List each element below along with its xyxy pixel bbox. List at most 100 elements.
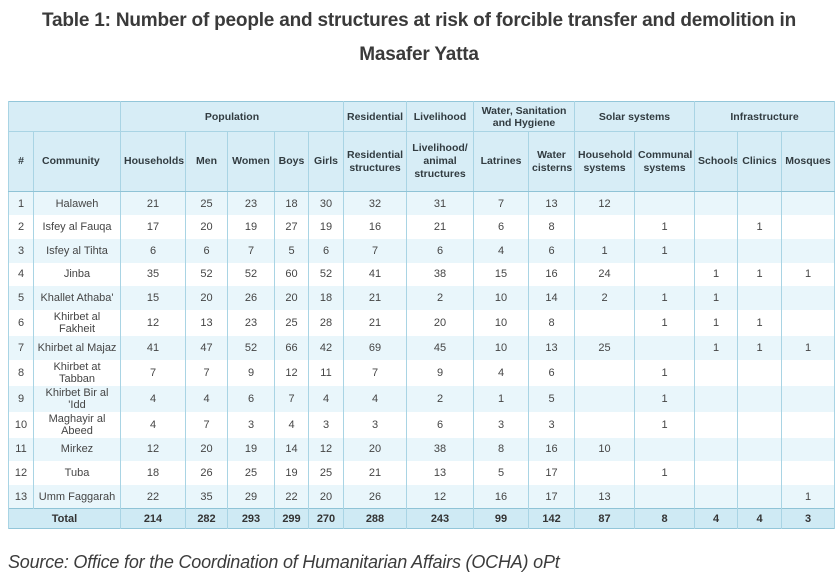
value-cell: 6 [120, 238, 186, 263]
value-cell: 20 [406, 309, 474, 336]
value-cell: 13 [185, 309, 228, 336]
value-cell: 13 [527, 191, 576, 216]
value-cell [694, 191, 739, 216]
value-cell: 4 [120, 411, 186, 438]
table-row: 13 Umm Faggarah 22 35 29 22 20 26 12 16 17 13 1 [8, 485, 836, 509]
row-number-cell: 10 [8, 411, 34, 438]
value-cell: 6 [527, 359, 576, 386]
value-cell: 25 [185, 191, 228, 216]
table-header: Population Residential Livelihood Water, Sa… [8, 101, 836, 192]
value-cell [781, 286, 836, 310]
value-cell [694, 385, 739, 412]
value-cell: 1 [634, 309, 696, 336]
value-cell [781, 437, 836, 462]
value-cell [737, 238, 783, 263]
value-cell: 6 [227, 385, 275, 412]
value-cell: 10 [473, 309, 529, 336]
value-cell: 52 [185, 262, 228, 287]
value-cell: 16 [527, 437, 576, 462]
column-header-cell: Households [120, 131, 186, 192]
value-cell: 7 [274, 385, 309, 412]
page: Table 1: Number of people and structures… [0, 4, 838, 587]
value-cell: 9 [406, 359, 474, 386]
table-row: 12 Tuba 18 26 25 19 25 21 13 5 17 1 [8, 461, 836, 485]
total-value-cell: 99 [473, 508, 529, 529]
value-cell: 3 [227, 411, 275, 438]
community-cell: Umm Faggarah [33, 485, 121, 509]
value-cell [737, 437, 783, 462]
value-cell: 7 [185, 411, 228, 438]
table-footer: Total 214 282 293 299 270 288 243 99 142 87 8 4 4 3 [8, 508, 836, 529]
value-cell: 10 [473, 335, 529, 360]
total-row: Total 214 282 293 299 270 288 243 99 142 87 8 4 4 3 [8, 508, 836, 529]
column-header-cell: Residential structures [343, 131, 407, 192]
value-cell: 3 [343, 411, 407, 438]
value-cell [781, 385, 836, 412]
table-row: 9 Khirbet Bir al 'Idd 4 4 6 7 4 4 2 1 5 1 [8, 385, 836, 412]
column-header-cell: Community [33, 131, 121, 192]
value-cell: 12 [274, 359, 309, 386]
value-cell: 19 [274, 461, 309, 485]
value-cell: 45 [406, 335, 474, 360]
column-header-cell: Men [185, 131, 228, 192]
value-cell: 24 [574, 262, 636, 287]
total-value-cell: 282 [185, 508, 228, 529]
column-header-cell: Livelihood/ animal structures [406, 131, 474, 192]
column-header-cell: Clinics [737, 131, 783, 192]
value-cell: 38 [406, 437, 474, 462]
value-cell: 2 [574, 286, 636, 310]
value-cell [634, 262, 696, 287]
value-cell [694, 411, 739, 438]
value-cell: 22 [274, 485, 309, 509]
value-cell: 4 [185, 385, 228, 412]
value-cell [737, 485, 783, 509]
value-cell: 18 [120, 461, 186, 485]
community-cell: Jinba [33, 262, 121, 287]
value-cell: 8 [527, 215, 576, 239]
row-number-cell: 5 [8, 286, 34, 310]
value-cell: 1 [694, 262, 739, 287]
source-note: Source: Office for the Coordination of H… [8, 552, 560, 572]
column-header-cell: Girls [308, 131, 344, 192]
community-cell: Tuba [33, 461, 121, 485]
value-cell: 6 [473, 215, 529, 239]
value-cell: 13 [406, 461, 474, 485]
value-cell [781, 191, 836, 216]
value-cell: 12 [406, 485, 474, 509]
community-cell: Khallet Athaba' [33, 286, 121, 310]
group-header-row: Population Residential Livelihood Water, Sa… [8, 101, 836, 132]
value-cell: 52 [227, 335, 275, 360]
community-cell: Khirbet at Tabban [33, 359, 121, 386]
table-body: 1 Halaweh 21 25 23 18 30 32 31 7 13 12 2 Isfey al Fau… [8, 191, 836, 509]
table-row: 8 Khirbet at Tabban 7 7 9 12 11 7 9 4 6 1 [8, 359, 836, 386]
row-number-cell: 2 [8, 215, 34, 239]
value-cell [634, 485, 696, 509]
value-cell: 23 [227, 309, 275, 336]
value-cell: 1 [781, 262, 836, 287]
table-row: 1 Halaweh 21 25 23 18 30 32 31 7 13 12 [8, 191, 836, 216]
value-cell: 26 [227, 286, 275, 310]
value-cell: 41 [120, 335, 186, 360]
value-cell: 1 [737, 335, 783, 360]
value-cell: 21 [120, 191, 186, 216]
value-cell: 17 [120, 215, 186, 239]
value-cell: 8 [473, 437, 529, 462]
table-title: Table 1: Number of people and structures… [42, 10, 796, 65]
total-value-cell: 243 [406, 508, 474, 529]
table-row: 6 Khirbet al Fakheit 12 13 23 25 28 21 20 10 8 1 1 1 [8, 309, 836, 336]
value-cell: 4 [473, 238, 529, 263]
column-header-cell: Women [227, 131, 275, 192]
value-cell: 47 [185, 335, 228, 360]
value-cell: 18 [308, 286, 344, 310]
value-cell [574, 461, 636, 485]
value-cell: 7 [343, 238, 407, 263]
value-cell: 21 [406, 215, 474, 239]
value-cell: 20 [343, 437, 407, 462]
column-header-cell: Boys [274, 131, 309, 192]
community-cell: Isfey al Tihta [33, 238, 121, 263]
value-cell: 21 [343, 286, 407, 310]
group-header-cell: Livelihood [406, 101, 474, 132]
value-cell: 14 [274, 437, 309, 462]
column-header-cell: # [8, 131, 34, 192]
value-cell: 1 [634, 238, 696, 263]
